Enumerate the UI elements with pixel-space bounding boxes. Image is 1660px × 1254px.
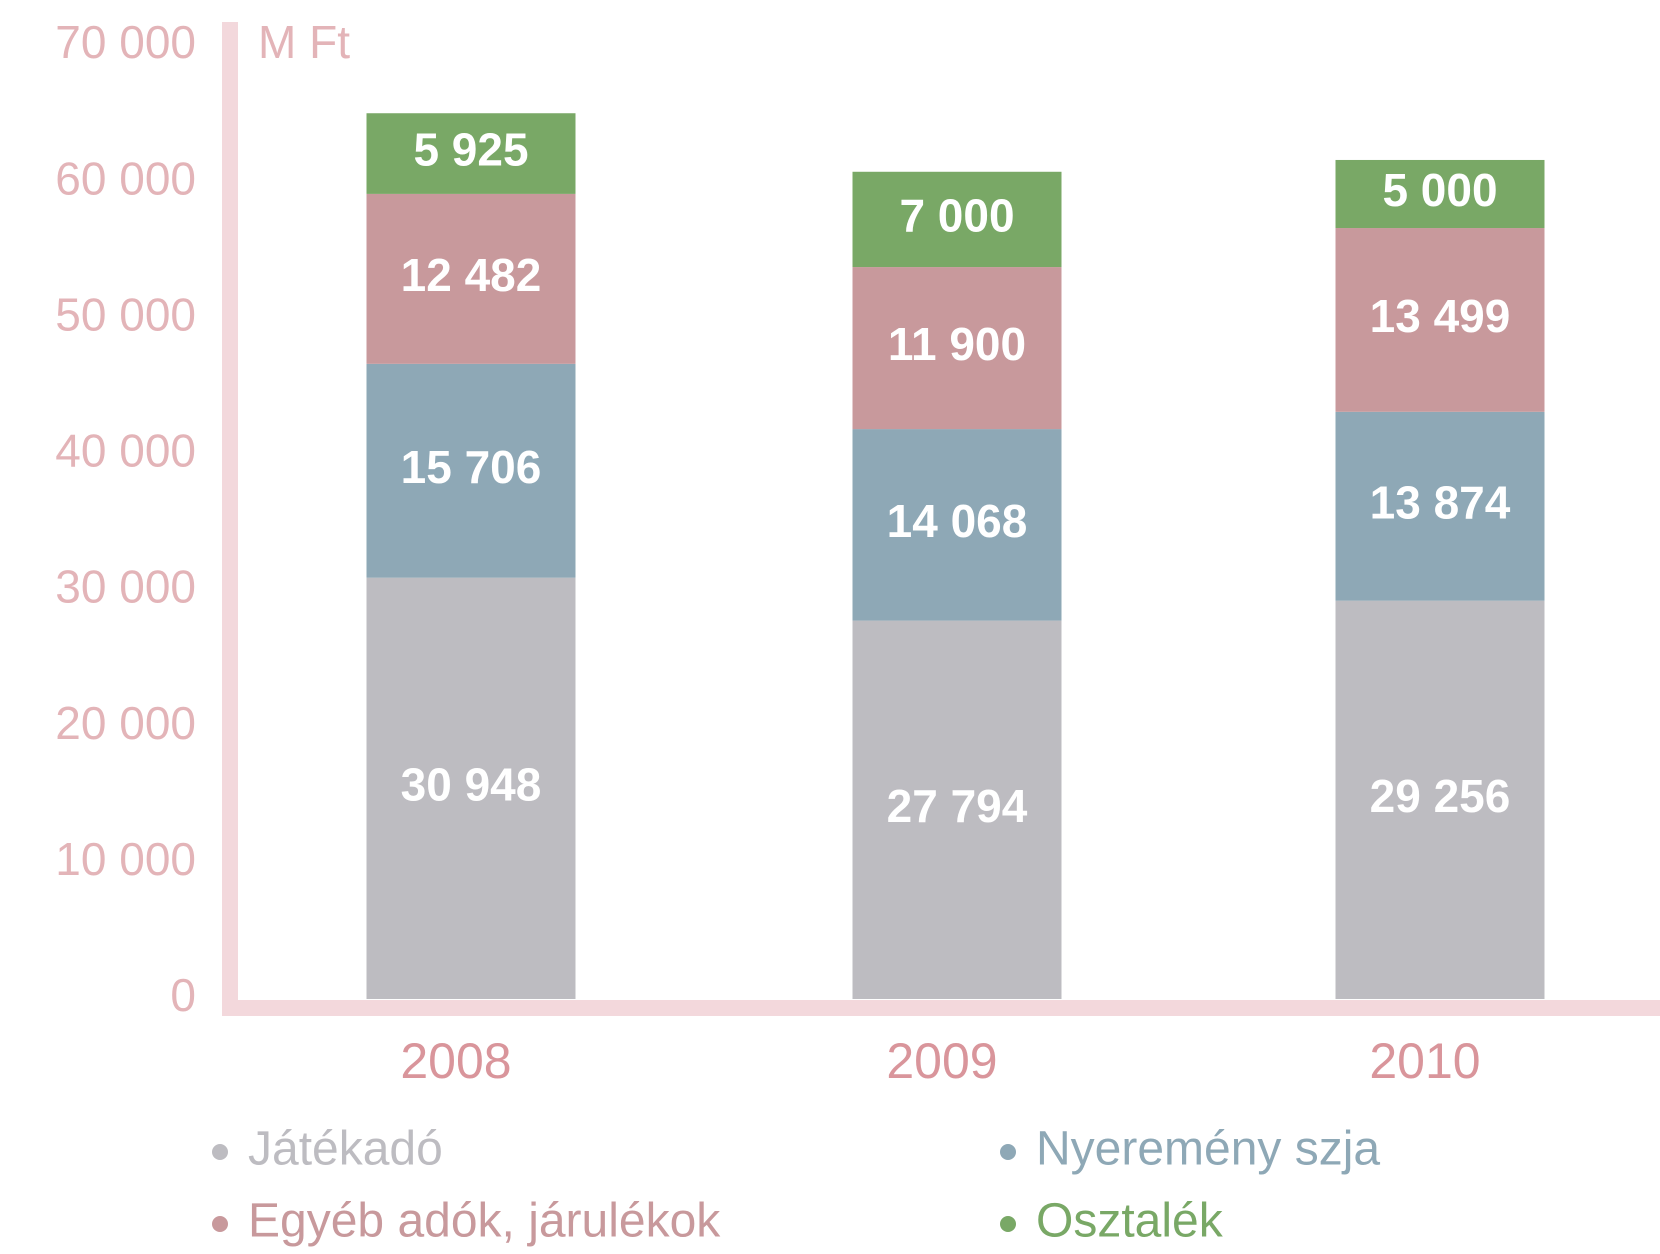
legend-label: Játékadó: [248, 1123, 443, 1176]
legend-marker: [212, 1144, 228, 1160]
legend-marker: [1000, 1144, 1016, 1160]
y-tick-label: 10 000: [55, 833, 196, 885]
bar-segment: [1335, 600, 1545, 999]
value-label: 5 925: [413, 124, 528, 176]
axis-label: M Ft: [258, 16, 350, 68]
legend-marker: [212, 1216, 228, 1232]
value-label: 7 000: [899, 190, 1014, 242]
bar-segment: [852, 171, 1062, 268]
x-tick-label: 2010: [1369, 1033, 1480, 1089]
bar-segment: [852, 267, 1062, 430]
value-label: 27 794: [887, 780, 1028, 832]
value-label: 14 068: [887, 495, 1028, 547]
bar-segment: [1335, 228, 1545, 412]
value-label: 11 900: [888, 318, 1026, 370]
y-tick-label: 30 000: [55, 561, 196, 613]
y-tick-label: 40 000: [55, 425, 196, 477]
legend-label: Nyeremény szja: [1036, 1123, 1380, 1176]
bar-segment: [366, 577, 576, 999]
x-tick-label: 2009: [886, 1033, 997, 1089]
value-label: 12 482: [401, 249, 542, 301]
value-label: 30 948: [401, 758, 542, 810]
y-tick-label: 70 000: [55, 16, 196, 68]
value-label: 13 499: [1370, 290, 1511, 342]
value-label: 15 706: [401, 441, 542, 493]
bar-segment: [852, 620, 1062, 999]
bar-segment: [366, 193, 576, 364]
bar-segment: [1335, 411, 1545, 601]
x-tick-label: 2008: [400, 1033, 511, 1089]
bar-segment: [852, 429, 1062, 621]
y-tick-label: 20 000: [55, 697, 196, 749]
legend-label: Osztalék: [1036, 1195, 1224, 1248]
y-tick-label: 50 000: [55, 288, 196, 340]
legend-label: Egyéb adók, járulékok: [248, 1195, 721, 1248]
y-tick-label: 60 000: [55, 152, 196, 204]
bar-segment: [1335, 159, 1545, 229]
legend-marker: [1000, 1216, 1016, 1232]
value-label: 13 874: [1370, 476, 1511, 528]
value-label: 29 256: [1370, 770, 1511, 822]
y-tick-label: 0: [170, 969, 196, 1021]
bar-segment: [366, 113, 576, 194]
value-label: 5 000: [1382, 164, 1497, 216]
bar-segment: [366, 363, 576, 578]
